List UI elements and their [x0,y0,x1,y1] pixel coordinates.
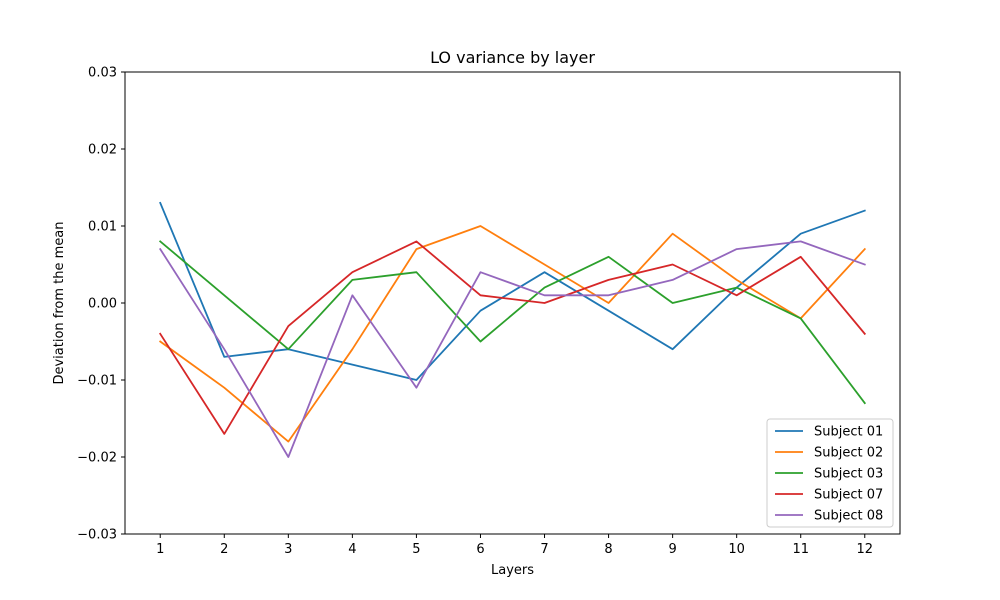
y-tick-label: −0.03 [77,528,117,543]
x-tick-label: 12 [856,542,873,557]
x-tick-label: 8 [604,542,612,557]
y-axis: −0.03 −0.02 −0.01 0.00 0.01 0.02 0.03 [77,66,125,543]
y-tick-label: −0.02 [77,451,117,466]
x-tick-label: 10 [728,542,745,557]
x-tick-label: 6 [476,542,484,557]
x-tick-label: 5 [412,542,420,557]
x-tick-label: 2 [220,542,228,557]
series-layer [158,201,867,458]
x-tick-label: 1 [156,542,164,557]
x-tick-label: 3 [284,542,292,557]
series-line-subject-08 [158,240,866,458]
x-tick-label: 7 [540,542,548,557]
series-line-subject-02 [158,225,867,443]
series-line-subject-01 [159,201,866,381]
legend-label: Subject 03 [814,467,883,482]
x-tick-label: 11 [792,542,809,557]
legend: Subject 01 Subject 02 Subject 03 Subject 07… [766,418,894,528]
y-tick-label: 0.00 [88,297,117,312]
x-axis: 1 2 3 4 5 6 7 8 9 10 11 12 [156,534,873,557]
legend-box [766,418,894,528]
series-line-subject-07 [158,240,867,435]
y-tick-label: −0.01 [77,374,117,389]
y-tick-label: 0.01 [88,220,117,235]
x-tick-label: 4 [348,542,356,557]
y-tick-label: 0.03 [88,66,117,81]
x-axis-title: Layers [491,563,534,578]
legend-label: Subject 07 [814,488,883,503]
series-line-subject-03 [158,240,867,405]
legend-label: Subject 01 [814,425,883,440]
y-tick-label: 0.02 [88,143,117,158]
y-axis-title: Deviation from the mean [52,221,67,384]
chart-title: LO variance by layer [430,48,595,67]
legend-label: Subject 08 [814,509,883,524]
legend-label: Subject 02 [814,446,883,461]
x-tick-label: 9 [668,542,676,557]
